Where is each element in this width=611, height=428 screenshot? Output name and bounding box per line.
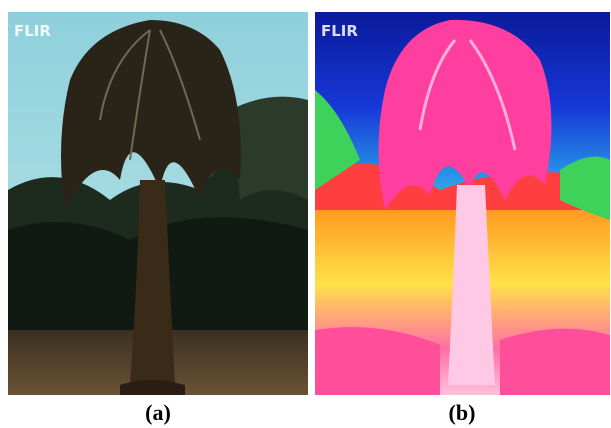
caption: (b) [449,400,476,425]
page: FLIR FLIR (a) (b) (() => { const data = … [0,0,611,428]
photo-thermal [315,12,610,395]
flir-logo: FLIR [321,22,358,40]
caption: (a) [145,400,171,425]
figure: FLIR FLIR (a) (b) [0,0,611,428]
flir-logo: FLIR [14,22,51,40]
photo-visible [8,12,308,395]
